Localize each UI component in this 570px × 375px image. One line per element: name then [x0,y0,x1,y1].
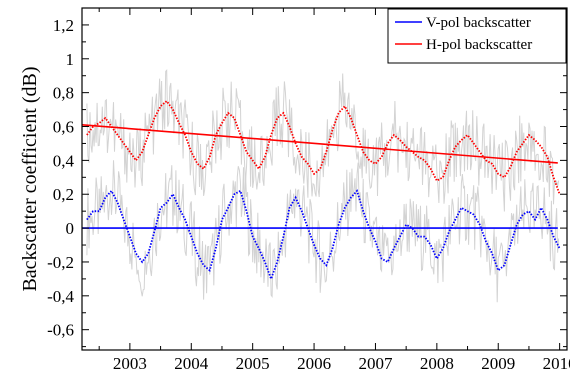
legend-label-vpol: V-pol backscatter [426,15,531,31]
y-axis-label: Backscatter coefficient (dB) [19,66,41,291]
x-ticks: 2003 2004 2005 2006 2007 2008 2009 2010 [98,8,570,373]
raw-data-band [86,160,560,303]
series-group [81,99,561,282]
x-tick-label: 2008 [420,354,454,373]
legend: V-pol backscatter H-pol backscatter [387,8,567,64]
y-ticks: -0,6 -0,4 -0,2 0 0,2 0,4 0,6 0,8 1 1,2 [47,7,567,348]
legend-box [387,8,567,64]
x-tick-label: 2009 [481,354,515,373]
y-tick-label: -0,2 [47,253,74,272]
y-tick-label: -0,4 [47,287,74,306]
x-tick-label: 2005 [236,354,270,373]
plot-frame [81,7,568,351]
series-line-1 [86,99,561,195]
x-tick-label: 2006 [297,354,331,373]
y-tick-label: 0,2 [53,185,74,204]
y-tick-label: -0,6 [47,321,74,340]
y-tick-label: 0,4 [53,151,75,170]
y-tick-label: 0 [66,219,75,238]
y-tick-label: 0,6 [53,118,74,137]
y-tick-label: 0,8 [53,84,74,103]
y-tick-label: 1,2 [53,16,74,35]
legend-label-hpol: H-pol backscatter [426,37,532,53]
x-tick-label: 2003 [113,354,147,373]
raw-data-band [86,69,560,212]
trend-line-3 [81,124,558,164]
x-tick-label: 2010 [543,354,570,373]
x-tick-label: 2007 [358,354,393,373]
x-tick-label: 2004 [174,354,209,373]
y-tick-label: 1 [66,50,75,69]
noise-band [86,69,560,303]
